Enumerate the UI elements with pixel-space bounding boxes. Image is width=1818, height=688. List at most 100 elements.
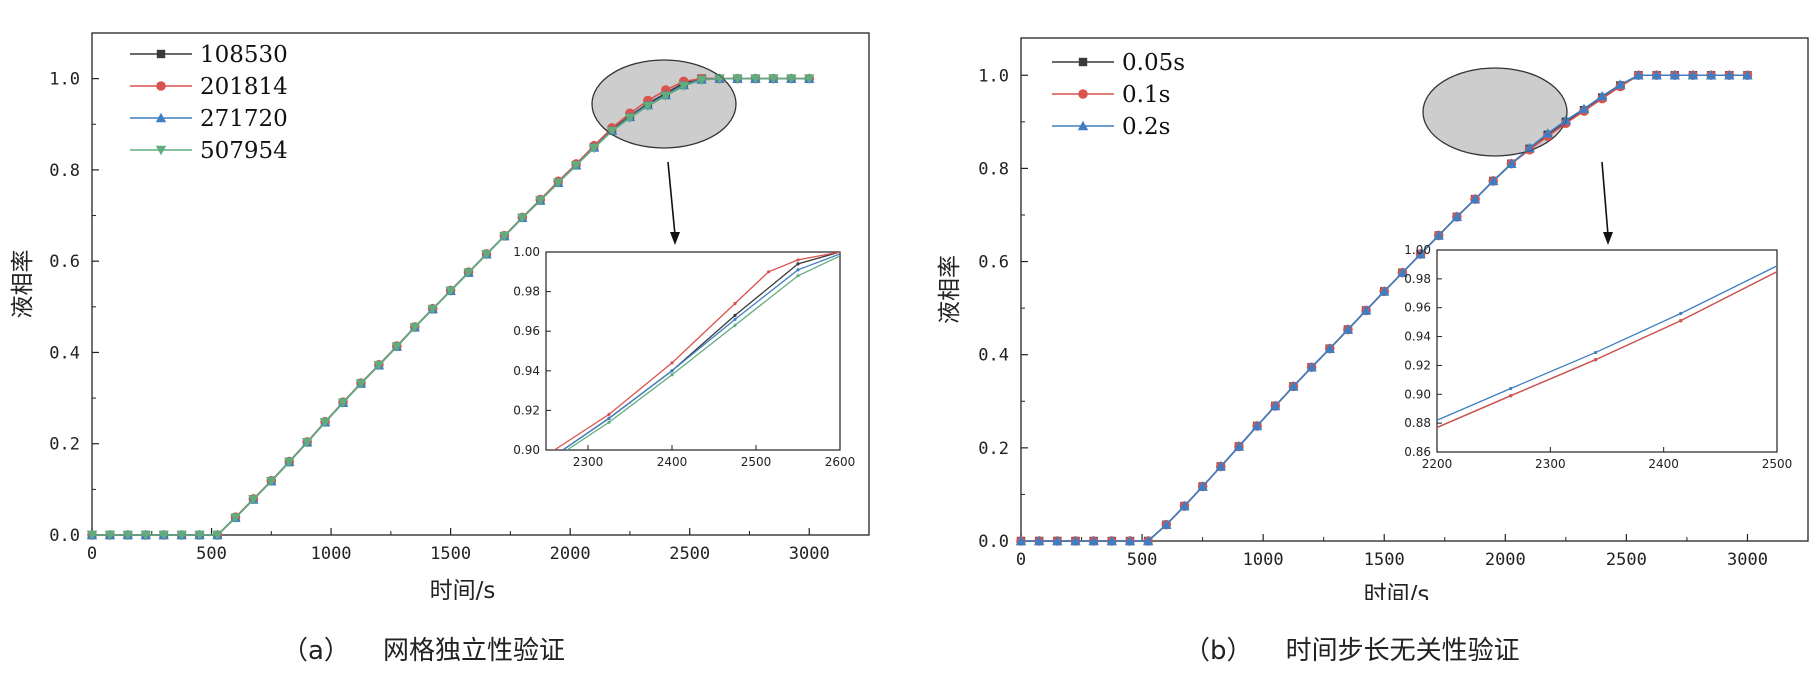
chart-b-svg: 0 500 1000 1500 2000 2500 3000 0.0 0.2 0.4 0.6 0.8 1… — [937, 37, 1809, 600]
zoom-ellipse — [1422, 67, 1568, 157]
data-point — [319, 418, 331, 428]
data-point — [1669, 70, 1681, 80]
inset-x-tick-label: 2500 — [1762, 457, 1793, 471]
inset-frame — [545, 251, 841, 451]
inset-x-tick-label: 2600 — [825, 455, 856, 469]
inset-y-tick-label: 0.92 — [513, 403, 540, 417]
x-axis-label: 时间/s — [430, 578, 496, 600]
y-tick-label: 0.0 — [978, 532, 1009, 552]
data-point — [1142, 535, 1154, 546]
legend-marker — [156, 49, 166, 59]
y-tick-label: 0.8 — [978, 159, 1009, 179]
data-point — [266, 476, 277, 487]
inset-point — [1679, 319, 1683, 323]
caption-a-text: 网格独立性验证 — [383, 636, 566, 666]
inset-y-tick-label: 0.86 — [1404, 445, 1431, 459]
data-point — [409, 323, 420, 333]
inset-y-tick-label: 0.92 — [1404, 358, 1431, 372]
zoom-arrow-shaft — [667, 161, 676, 236]
data-point — [535, 196, 546, 206]
data-point — [1742, 70, 1753, 80]
data-point — [1724, 70, 1735, 80]
data-point — [230, 513, 241, 523]
inset-y-tick-label: 0.98 — [513, 285, 540, 299]
inset-y-tick-label: 0.90 — [1404, 387, 1431, 401]
data-point — [1379, 286, 1390, 296]
data-point — [248, 495, 259, 505]
legend-marker — [155, 145, 167, 156]
inset-y-tick-label: 0.94 — [513, 364, 540, 378]
overlay-point — [660, 91, 671, 102]
caption-b-text: 时间步长无关性验证 — [1285, 636, 1520, 666]
inset-frame — [1436, 249, 1778, 453]
overlay-point — [696, 75, 707, 86]
inset-point — [796, 262, 800, 266]
data-point — [517, 213, 528, 224]
inset-x-tick-label: 2500 — [741, 455, 772, 469]
data-point — [1161, 519, 1172, 529]
inset-point — [1509, 386, 1513, 391]
ellipse-overlay — [1423, 74, 1567, 156]
overlay-line — [592, 77, 736, 148]
inset-point — [670, 369, 674, 373]
data-point — [1705, 70, 1717, 80]
data-point — [1124, 535, 1136, 546]
data-point — [301, 438, 313, 448]
data-point — [391, 342, 403, 352]
data-point — [1360, 305, 1372, 315]
inset-y-tick-label: 1.00 — [513, 245, 540, 259]
y-axis-label: 液相率 — [10, 250, 36, 319]
inset-point — [1594, 350, 1598, 355]
data-point — [499, 231, 510, 242]
y-tick-label: 1.0 — [49, 70, 80, 90]
x-tick-label: 0 — [87, 544, 97, 564]
plot-frame — [1020, 37, 1809, 542]
data-point — [176, 530, 187, 541]
inset-line-271720 — [562, 253, 840, 450]
data-point — [768, 74, 779, 84]
data-point — [1615, 79, 1626, 89]
data-point — [1052, 535, 1063, 546]
data-point — [588, 143, 600, 154]
data-point — [86, 530, 98, 541]
inset-y-tick-label: 0.96 — [513, 324, 540, 338]
inset-x-tick-label: 2400 — [1648, 457, 1679, 471]
x-tick-label: 3000 — [789, 544, 830, 564]
y-tick-label: 0.4 — [978, 346, 1009, 366]
inset-y-tick-label: 0.90 — [513, 443, 540, 457]
data-point — [1596, 91, 1608, 101]
data-point — [1469, 193, 1481, 204]
data-point — [1415, 248, 1426, 259]
data-point — [463, 268, 474, 278]
data-point — [1106, 535, 1118, 546]
x-tick-label: 2500 — [669, 544, 710, 564]
inset-point — [1679, 311, 1683, 316]
chart-panel-b: 0 500 1000 1500 2000 2500 3000 0.0 0.2 0.4 0.6 0.8 1… — [909, 0, 1818, 688]
overlay-point — [624, 113, 636, 124]
legend-label: 271720 — [200, 106, 288, 132]
caption-a: （a） 网格独立性验证 — [282, 630, 565, 667]
caption-b-tag: （b） — [1184, 636, 1253, 666]
data-point — [481, 250, 492, 260]
overlay-point — [1542, 128, 1553, 138]
x-tick-label: 500 — [196, 544, 227, 564]
data-point — [1015, 535, 1027, 546]
inset-point — [607, 412, 611, 416]
y-tick-label: 0.2 — [49, 435, 80, 455]
inset-point — [1594, 358, 1598, 362]
inset-x-tick-label: 2300 — [1535, 457, 1566, 471]
data-point — [1324, 343, 1335, 353]
zoom-arrow-shaft — [1601, 161, 1609, 236]
overlay-line — [592, 77, 736, 148]
y-tick-label: 0.6 — [49, 252, 80, 272]
inset-point — [733, 301, 737, 306]
x-tick-label: 2500 — [1606, 550, 1647, 570]
data-point — [1397, 267, 1408, 277]
inset-x-tick-label: 2400 — [657, 455, 688, 469]
data-point — [1179, 500, 1190, 511]
data-point — [194, 530, 205, 541]
inset-y-tick-label: 1.00 — [1404, 243, 1431, 257]
inset-point — [733, 323, 737, 327]
data-point — [1687, 70, 1699, 80]
data-point — [786, 74, 797, 84]
